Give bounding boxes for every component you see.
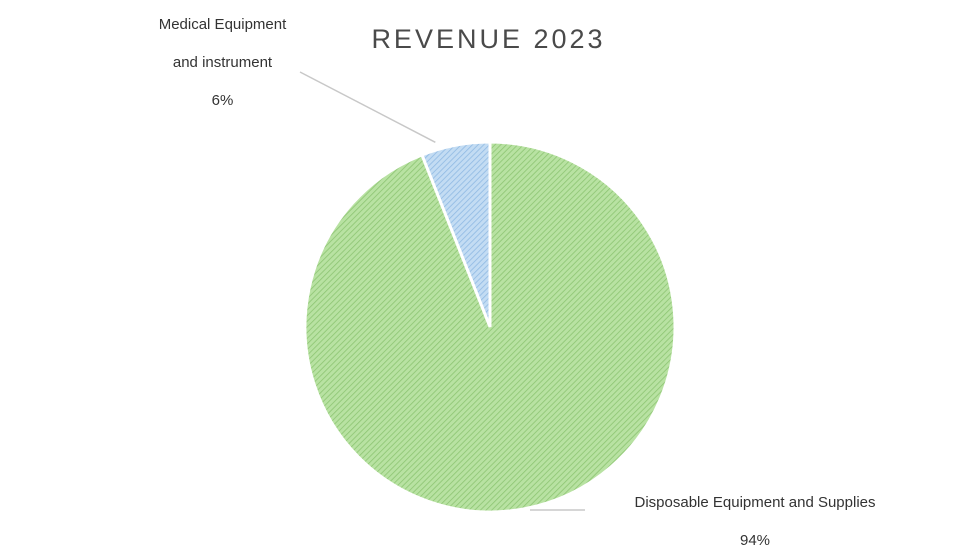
data-label-disposable-equipment: Disposable Equipment and Supplies 94%: [590, 492, 920, 548]
data-label-disposable-percent: 94%: [739, 532, 771, 548]
data-label-medical-percent: 6%: [211, 92, 234, 109]
leader-line-medical-equipment: [299, 71, 436, 143]
leader-lines: [299, 71, 585, 511]
data-label-disposable-name: Disposable Equipment and Supplies: [634, 494, 876, 511]
pie-slices: [303, 140, 677, 514]
data-label-medical-equipment: Medical Equipment and instrument 6%: [125, 14, 320, 112]
pie-slice-disposable-equipment: [303, 140, 677, 514]
data-label-medical-name-line2: and instrument: [172, 54, 273, 71]
data-label-medical-name-line1: Medical Equipment: [158, 16, 287, 33]
chart-title: REVENUE 2023: [371, 24, 606, 54]
